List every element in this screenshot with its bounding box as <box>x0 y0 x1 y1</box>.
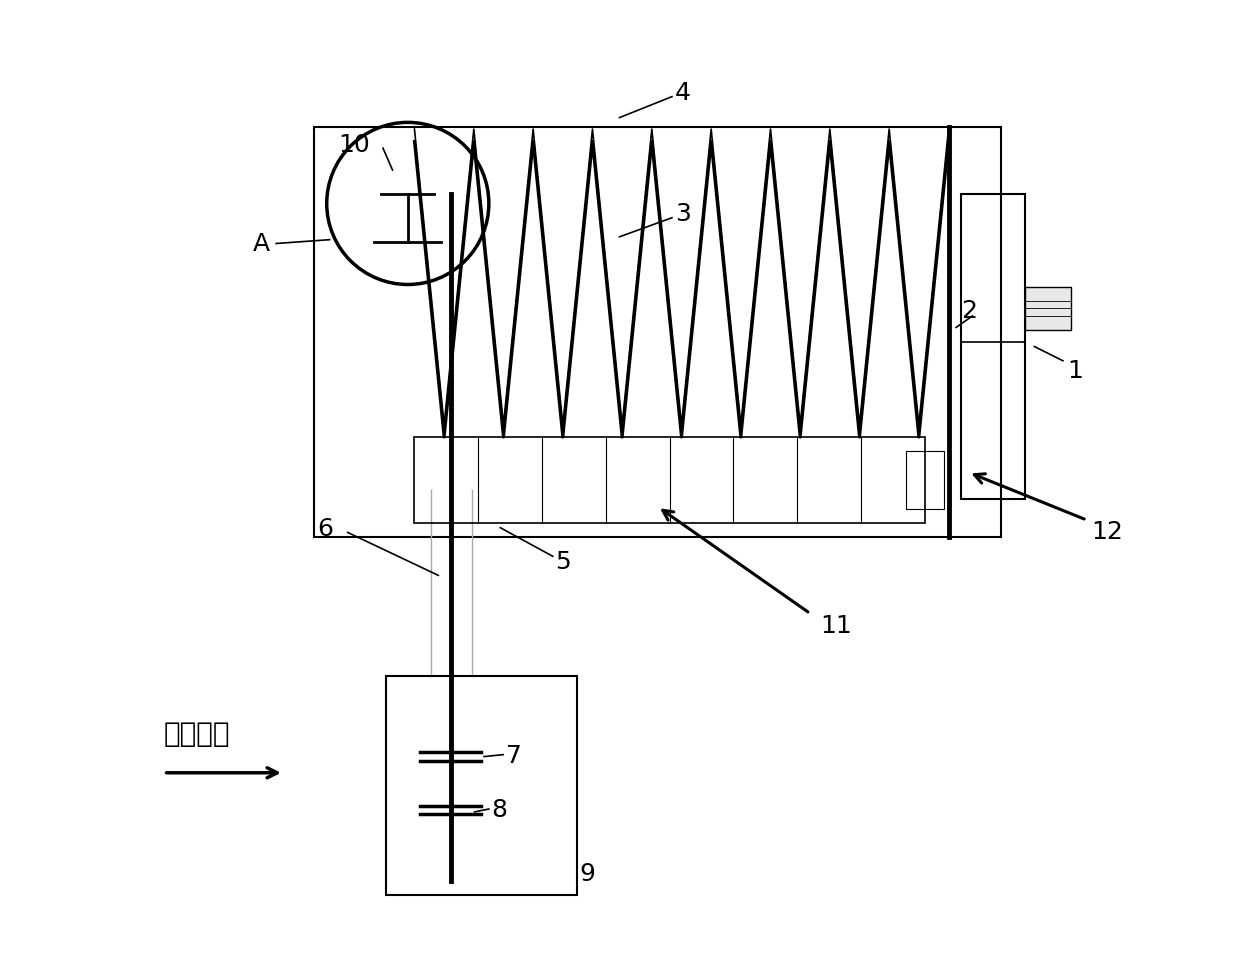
Text: 4: 4 <box>675 81 691 105</box>
Text: 2: 2 <box>961 299 976 323</box>
Text: 直流束流: 直流束流 <box>164 719 230 747</box>
Text: 10: 10 <box>338 134 369 158</box>
Text: 12: 12 <box>1092 519 1124 543</box>
Text: 9: 9 <box>580 861 595 885</box>
Bar <box>385 676 576 895</box>
Text: 6: 6 <box>317 516 333 540</box>
Bar <box>961 195 1025 500</box>
Bar <box>415 437 924 524</box>
Bar <box>315 128 1001 537</box>
Bar <box>1025 287 1070 331</box>
Text: 1: 1 <box>1068 359 1084 382</box>
Bar <box>906 452 944 509</box>
Text: 11: 11 <box>820 613 851 637</box>
Text: 3: 3 <box>675 202 690 226</box>
Text: 7: 7 <box>506 743 522 767</box>
Text: 8: 8 <box>492 798 508 821</box>
Text: A: A <box>253 233 270 257</box>
Text: 5: 5 <box>555 550 571 574</box>
